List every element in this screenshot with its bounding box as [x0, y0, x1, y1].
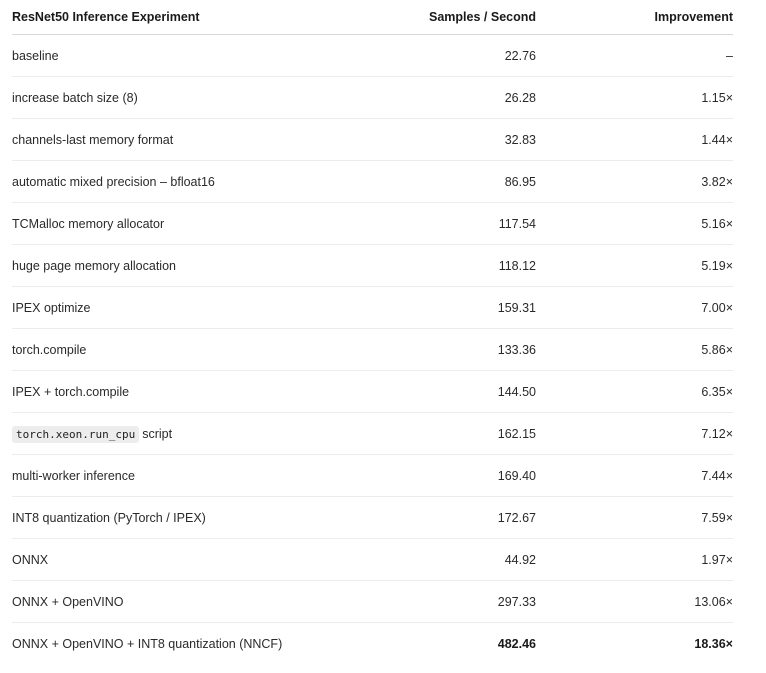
table-row: IPEX optimize 159.31 7.00×: [12, 286, 733, 329]
cell-improvement: 13.06×: [536, 580, 733, 623]
cell-experiment: TCMalloc memory allocator: [12, 202, 342, 245]
results-table-container: ResNet50 Inference Experiment Samples / …: [12, 0, 733, 664]
table-row-best: ONNX + OpenVINO + INT8 quantization (NNC…: [12, 623, 733, 665]
cell-samples-per-second: 172.67: [342, 496, 536, 539]
cell-samples-per-second: 32.83: [342, 118, 536, 161]
cell-experiment: ONNX + OpenVINO + INT8 quantization (NNC…: [12, 636, 283, 651]
cell-improvement: 18.36×: [694, 636, 733, 651]
cell-samples-per-second: 133.36: [342, 328, 536, 371]
cell-improvement: 1.15×: [536, 76, 733, 119]
cell-improvement: 7.12×: [536, 412, 733, 455]
cell-improvement: 7.00×: [536, 286, 733, 329]
cell-samples-per-second: 162.15: [342, 412, 536, 455]
inline-code: torch.xeon.run_cpu: [12, 425, 140, 443]
table-row: INT8 quantization (PyTorch / IPEX) 172.6…: [12, 496, 733, 539]
table-row: multi-worker inference 169.40 7.44×: [12, 454, 733, 497]
cell-improvement: 3.82×: [536, 160, 733, 203]
cell-experiment: torch.compile: [12, 328, 342, 371]
table-row: huge page memory allocation 118.12 5.19×: [12, 244, 733, 287]
cell-samples-per-second: 44.92: [342, 538, 536, 581]
cell-experiment: huge page memory allocation: [12, 244, 342, 287]
table-row: automatic mixed precision – bfloat16 86.…: [12, 160, 733, 203]
header-improvement: Improvement: [536, 0, 733, 35]
cell-improvement: –: [536, 34, 733, 77]
cell-samples-per-second: 159.31: [342, 286, 536, 329]
cell-improvement: 1.97×: [536, 538, 733, 581]
cell-experiment: ONNX: [12, 538, 342, 581]
table-row: ONNX 44.92 1.97×: [12, 538, 733, 581]
cell-experiment: baseline: [12, 34, 342, 77]
header-experiment: ResNet50 Inference Experiment: [12, 0, 342, 35]
cell-experiment: automatic mixed precision – bfloat16: [12, 160, 342, 203]
cell-experiment: IPEX optimize: [12, 286, 342, 329]
table-row: torch.xeon.run_cpu script 162.15 7.12×: [12, 412, 733, 455]
table-header-row: ResNet50 Inference Experiment Samples / …: [12, 0, 733, 35]
cell-samples-per-second: 482.46: [497, 636, 536, 651]
cell-samples-per-second: 26.28: [342, 76, 536, 119]
cell-samples-per-second: 169.40: [342, 454, 536, 497]
cell-samples-per-second: 297.33: [342, 580, 536, 623]
table-row: baseline 22.76 –: [12, 34, 733, 77]
cell-experiment: channels-last memory format: [12, 118, 342, 161]
table-row: ONNX + OpenVINO 297.33 13.06×: [12, 580, 733, 623]
cell-experiment: IPEX + torch.compile: [12, 370, 342, 413]
cell-samples-per-second: 117.54: [342, 202, 536, 245]
cell-improvement: 5.19×: [536, 244, 733, 287]
cell-improvement: 1.44×: [536, 118, 733, 161]
table-row: TCMalloc memory allocator 117.54 5.16×: [12, 202, 733, 245]
table-row: torch.compile 133.36 5.86×: [12, 328, 733, 371]
cell-improvement: 7.59×: [536, 496, 733, 539]
cell-experiment: increase batch size (8): [12, 76, 342, 119]
header-samples-per-second: Samples / Second: [342, 0, 536, 35]
results-table: ResNet50 Inference Experiment Samples / …: [12, 0, 733, 664]
cell-experiment: multi-worker inference: [12, 454, 342, 497]
cell-improvement: 6.35×: [536, 370, 733, 413]
cell-improvement: 5.16×: [536, 202, 733, 245]
table-row: increase batch size (8) 26.28 1.15×: [12, 76, 733, 119]
cell-samples-per-second: 22.76: [342, 34, 536, 77]
table-row: channels-last memory format 32.83 1.44×: [12, 118, 733, 161]
cell-samples-per-second: 144.50: [342, 370, 536, 413]
cell-experiment-suffix: script: [142, 426, 173, 441]
table-row: IPEX + torch.compile 144.50 6.35×: [12, 370, 733, 413]
cell-samples-per-second: 118.12: [342, 244, 536, 287]
cell-experiment: INT8 quantization (PyTorch / IPEX): [12, 496, 342, 539]
cell-experiment: torch.xeon.run_cpu script: [12, 412, 342, 455]
cell-experiment: ONNX + OpenVINO: [12, 580, 342, 623]
cell-improvement: 7.44×: [536, 454, 733, 497]
cell-samples-per-second: 86.95: [342, 160, 536, 203]
cell-improvement: 5.86×: [536, 328, 733, 371]
